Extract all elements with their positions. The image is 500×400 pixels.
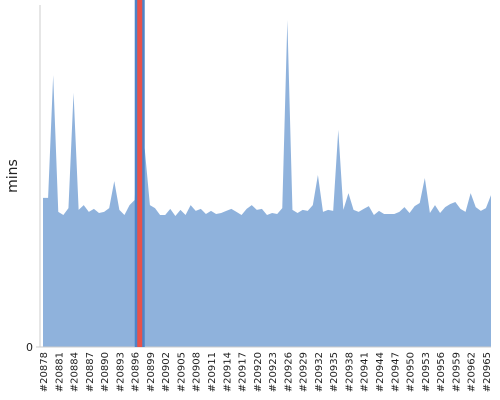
x-tick-label: #20941: [360, 352, 371, 392]
x-tick-label: #20884: [70, 352, 81, 392]
x-tick-label: #20881: [54, 352, 65, 392]
highlight-marker: [137, 0, 143, 347]
x-tick-label: #20932: [314, 352, 325, 392]
x-tick-label: #20905: [176, 352, 187, 392]
x-tick-label: #20953: [421, 352, 432, 392]
x-tick-label: #20926: [283, 352, 294, 392]
x-tick-label: #20899: [146, 352, 157, 392]
x-tick-label: #20923: [268, 352, 279, 392]
y-tick-label: 0: [26, 341, 33, 354]
x-tick-label: #20890: [100, 352, 111, 392]
x-tick-label: #20950: [406, 352, 417, 392]
x-tick-label: #20965: [482, 352, 493, 392]
x-tick-label: #20878: [39, 352, 50, 392]
x-tick-label: #20947: [390, 352, 401, 392]
x-tick-label: #20911: [207, 352, 218, 392]
x-tick-label: #20962: [467, 352, 478, 392]
x-tick-label: #20920: [253, 352, 264, 392]
x-tick-label: #20959: [451, 352, 462, 392]
x-tick-label: #20929: [299, 352, 310, 392]
y-axis-label: mins: [5, 159, 21, 193]
x-tick-label: #20908: [192, 352, 203, 392]
x-tick-label: #20896: [131, 352, 142, 392]
x-tick-label: #20935: [329, 352, 340, 392]
area: [43, 20, 491, 348]
x-tick-label: #20893: [115, 352, 126, 392]
x-tick-label: #20944: [375, 352, 386, 392]
x-tick-label: #20914: [222, 352, 233, 392]
x-tick-label: #20956: [436, 352, 447, 392]
x-tick-label: #20902: [161, 352, 172, 392]
x-tick-label: #20887: [85, 352, 96, 392]
x-tick-label: #20938: [344, 352, 355, 392]
x-tick-label: #20917: [238, 352, 249, 392]
